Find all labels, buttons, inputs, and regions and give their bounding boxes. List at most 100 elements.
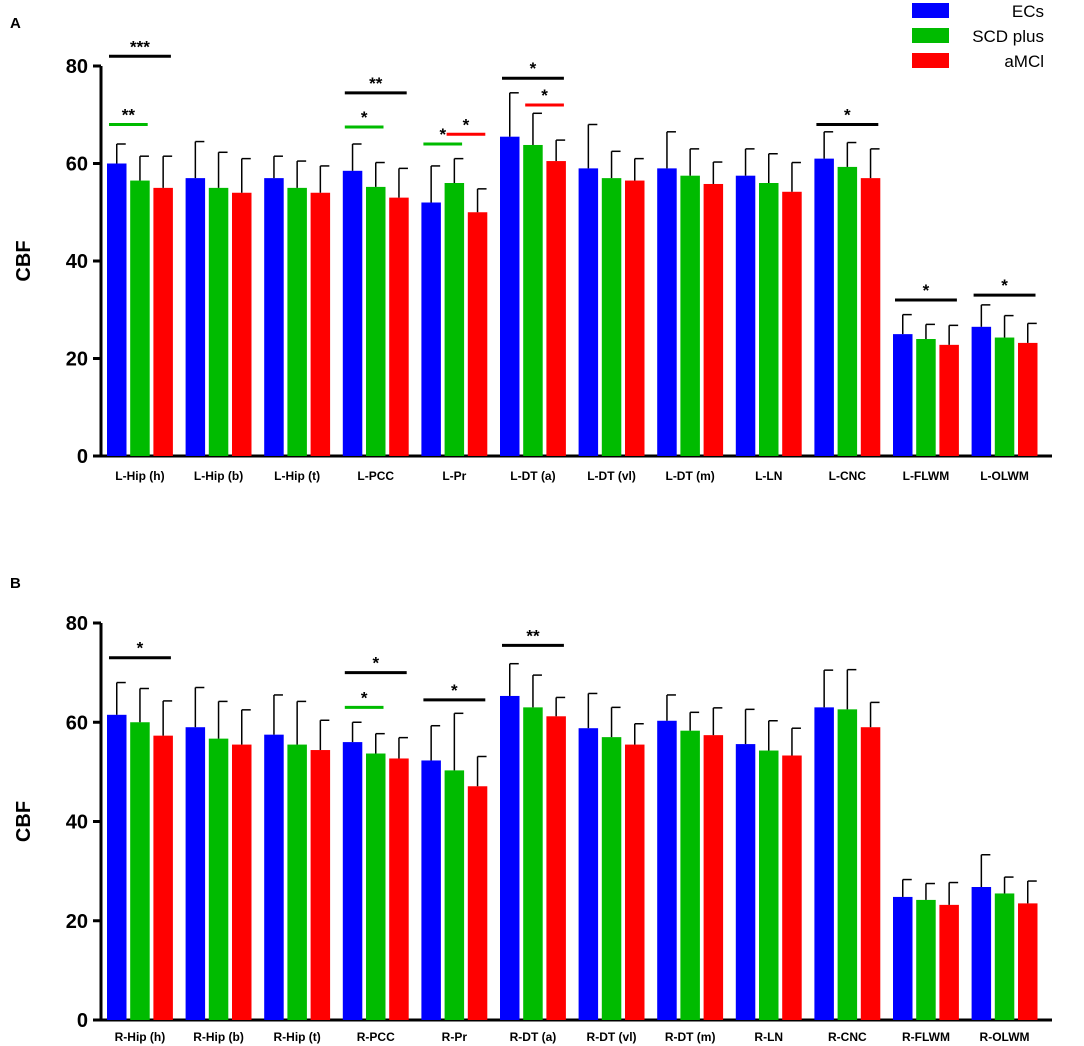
bar (185, 178, 206, 456)
legend-swatch (912, 3, 949, 18)
x-tick-label: L-Pr (442, 469, 466, 483)
y-tick-label: 20 (66, 911, 88, 933)
bar (971, 326, 992, 456)
significance-label: *** (130, 37, 150, 56)
y-tick-label: 60 (66, 712, 88, 734)
bar (703, 735, 724, 1020)
significance-label: * (463, 115, 470, 134)
y-tick-label: 0 (77, 1010, 88, 1032)
y-tick-label: 0 (77, 446, 88, 468)
bar (342, 170, 363, 456)
bar (735, 744, 756, 1020)
significance-label: * (541, 86, 548, 105)
y-tick-label: 60 (66, 154, 88, 176)
bar (837, 709, 858, 1020)
significance-label: * (451, 681, 458, 700)
bar (680, 730, 700, 1020)
significance-label: * (372, 654, 379, 673)
y-axis-label: CBF (13, 801, 35, 842)
x-tick-label: R-PCC (357, 1030, 395, 1044)
panel-letter: B (10, 575, 21, 592)
bar (814, 158, 834, 456)
bar (444, 770, 465, 1020)
bar (546, 716, 566, 1020)
bar (208, 187, 229, 456)
bar (153, 187, 173, 456)
x-tick-label: R-OLWM (980, 1030, 1030, 1044)
bar (657, 720, 677, 1020)
bar (939, 904, 959, 1020)
bar (153, 735, 173, 1020)
bar (1018, 903, 1038, 1020)
y-tick-label: 40 (66, 812, 88, 834)
bar (130, 180, 150, 456)
bar (523, 144, 543, 456)
bar (546, 161, 566, 456)
bar (107, 714, 127, 1020)
significance-label: * (361, 108, 368, 127)
x-tick-label: R-CNC (828, 1030, 867, 1044)
significance-label: * (844, 106, 851, 125)
y-axis-label: CBF (13, 240, 35, 281)
bar (939, 344, 959, 456)
bar (107, 163, 127, 456)
bar (208, 738, 229, 1020)
x-tick-label: R-DT (vl) (587, 1030, 637, 1044)
x-tick-label: L-FLWM (903, 469, 950, 483)
y-tick-label: 80 (66, 56, 88, 78)
x-tick-label: L-PCC (357, 469, 394, 483)
bar (1018, 342, 1038, 456)
significance-label: * (137, 639, 144, 658)
bar (421, 760, 441, 1020)
x-tick-label: L-OLWM (980, 469, 1029, 483)
x-tick-label: L-CNC (829, 469, 867, 483)
bar (264, 734, 284, 1020)
bar (893, 896, 913, 1020)
y-tick-label: 40 (66, 251, 88, 273)
bar (578, 168, 599, 456)
x-tick-label: L-DT (vl) (587, 469, 636, 483)
x-tick-label: L-Hip (b) (194, 469, 243, 483)
bar (467, 212, 488, 456)
bar (500, 136, 520, 456)
bar (735, 175, 756, 456)
legend-label: ECs (1012, 2, 1044, 21)
bar (366, 753, 386, 1020)
bar (782, 191, 802, 456)
significance-label: ** (369, 74, 383, 93)
bar (601, 737, 622, 1020)
bar (994, 337, 1015, 456)
significance-label: * (530, 59, 537, 78)
bar (287, 187, 307, 456)
x-tick-label: R-Hip (b) (193, 1030, 244, 1044)
bar (130, 722, 150, 1020)
bar (444, 183, 465, 456)
legend-label: aMCl (1004, 52, 1044, 71)
x-tick-label: R-LN (754, 1030, 783, 1044)
bar (657, 168, 677, 456)
bar (860, 727, 881, 1020)
legend: ECs SCD plus aMCl (912, 2, 1044, 71)
x-tick-label: R-DT (m) (665, 1030, 716, 1044)
significance-label: * (1001, 276, 1008, 295)
significance-label: * (439, 125, 446, 144)
x-tick-label: L-Hip (h) (115, 469, 164, 483)
x-tick-label: L-Hip (t) (274, 469, 320, 483)
significance-label: ** (122, 106, 136, 125)
x-tick-label: R-Pr (442, 1030, 468, 1044)
bar (389, 197, 409, 456)
x-tick-label: R-FLWM (902, 1030, 950, 1044)
bar (342, 742, 363, 1020)
bar (185, 727, 206, 1020)
panel-letter: A (10, 15, 21, 32)
x-tick-label: R-DT (a) (510, 1030, 557, 1044)
bar (893, 334, 913, 456)
bar (264, 178, 284, 456)
bar (500, 695, 520, 1020)
bar (287, 744, 307, 1020)
x-tick-label: L-DT (m) (665, 469, 714, 483)
y-tick-label: 20 (66, 349, 88, 371)
chart-panel-b: B CBF 0 20 40 60 80 R-Hip (h) R-Hip (b) R-Hip (t)… (10, 575, 1052, 1044)
bar (916, 899, 936, 1020)
